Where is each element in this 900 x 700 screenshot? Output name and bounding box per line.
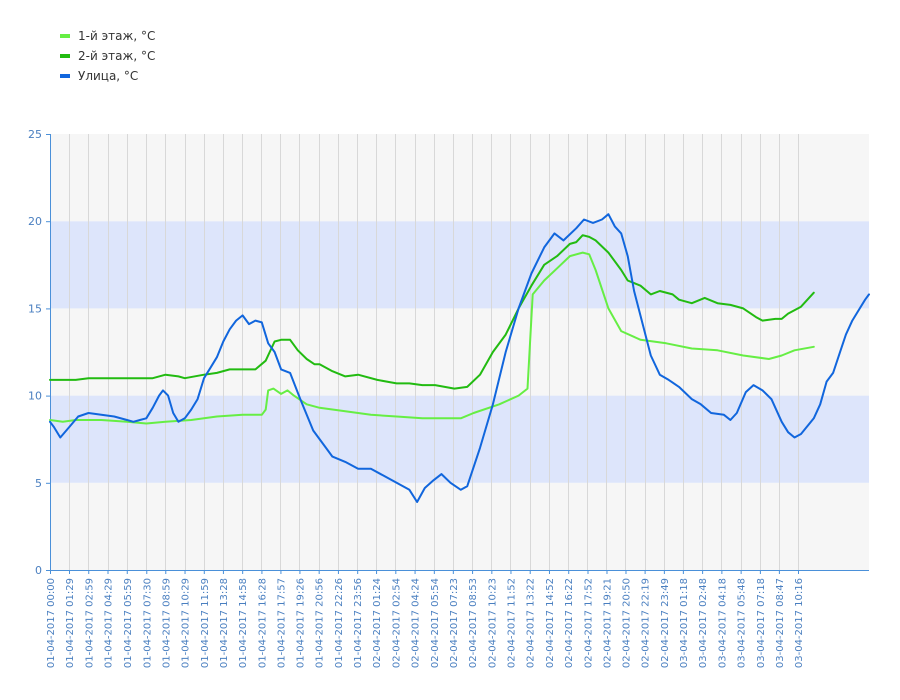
x-tick-label: 03-04-2017 10:16 (794, 578, 805, 668)
x-tick-label: 01-04-2017 23:56 (353, 578, 364, 668)
x-tick-label: 01-04-2017 05:59 (123, 578, 134, 668)
plot-band (50, 308, 869, 396)
plot-bands (50, 134, 869, 570)
vertical-grid (50, 134, 799, 570)
x-tick-label: 03-04-2017 01:18 (679, 578, 690, 668)
y-tick-label: 20 (28, 215, 42, 228)
x-tick-label: 01-04-2017 07:30 (142, 578, 153, 668)
x-tick-labels: 01-04-2017 00:00 01-04-2017 01:29 01-04-20… (46, 570, 805, 668)
x-tick-label: 01-04-2017 02:59 (84, 578, 95, 668)
x-tick-label: 02-04-2017 02:54 (391, 578, 402, 668)
x-tick-label: 02-04-2017 19:21 (602, 578, 613, 668)
x-tick-label: 02-04-2017 13:22 (526, 578, 537, 668)
x-tick-label: 01-04-2017 20:56 (315, 578, 326, 668)
legend-item[interactable]: Улица, °C (60, 66, 155, 86)
x-tick-label: 03-04-2017 07:18 (756, 578, 767, 668)
legend: 1-й этаж, °C 2-й этаж, °C Улица, °C (60, 26, 155, 86)
x-tick-label: 02-04-2017 17:52 (583, 578, 594, 668)
x-tick-label: 02-04-2017 04:24 (411, 578, 422, 668)
x-tick-label: 02-04-2017 08:53 (468, 578, 479, 668)
x-tick-label: 02-04-2017 01:24 (372, 578, 383, 668)
y-tick-label: 15 (28, 302, 42, 315)
plot-band (50, 395, 869, 483)
axes (50, 134, 869, 571)
series-line-2 (49, 234, 815, 390)
x-tick-label: 01-04-2017 10:29 (181, 578, 192, 668)
x-tick-label: 02-04-2017 10:23 (487, 578, 498, 668)
x-tick-label: 01-04-2017 11:59 (200, 578, 211, 668)
legend-item[interactable]: 2-й этаж, °C (60, 46, 155, 66)
x-tick-label: 02-04-2017 22:19 (641, 578, 652, 668)
x-tick-label: 02-04-2017 11:52 (506, 578, 517, 668)
x-tick-label: 01-04-2017 01:29 (65, 578, 76, 668)
series-line-3 (49, 213, 870, 503)
x-tick-label: 02-04-2017 16:22 (564, 578, 575, 668)
x-tick-label: 03-04-2017 08:47 (775, 578, 786, 668)
y-tick-label: 0 (35, 564, 42, 577)
legend-swatch-1 (60, 34, 70, 38)
x-tick-label: 02-04-2017 14:52 (545, 578, 556, 668)
x-tick-label: 01-04-2017 13:28 (219, 578, 230, 668)
plot-band (50, 482, 869, 570)
x-tick-label: 02-04-2017 23:49 (660, 578, 671, 668)
x-tick-label: 01-04-2017 17:57 (276, 578, 287, 668)
x-tick-label: 02-04-2017 20:50 (621, 578, 632, 668)
x-tick-label: 01-04-2017 08:59 (161, 578, 172, 668)
plot-band (50, 134, 869, 222)
x-tick-label: 01-04-2017 16:28 (257, 578, 268, 668)
series-line-1 (49, 251, 815, 425)
x-tick-label: 02-04-2017 07:23 (449, 578, 460, 668)
x-tick-label: 03-04-2017 04:18 (717, 578, 728, 668)
y-tick-label: 5 (35, 477, 42, 490)
y-tick-label: 10 (28, 390, 42, 403)
legend-label-2: 2-й этаж, °C (78, 49, 156, 63)
legend-label-1: 1-й этаж, °C (78, 29, 156, 43)
legend-item[interactable]: 1-й этаж, °C (60, 26, 155, 46)
y-tick-label: 25 (28, 128, 42, 141)
legend-label-3: Улица, °C (78, 69, 139, 83)
x-tick-label: 01-04-2017 19:26 (295, 578, 306, 668)
x-tick-label: 03-04-2017 05:48 (737, 578, 748, 668)
y-tick-labels: 0 5 10 15 20 25 (28, 128, 50, 577)
x-tick-label: 01-04-2017 00:00 (46, 578, 57, 668)
x-tick-label: 02-04-2017 05:54 (430, 578, 441, 668)
plot-band (50, 221, 869, 309)
x-tick-label: 03-04-2017 02:48 (698, 578, 709, 668)
x-tick-label: 01-04-2017 04:29 (104, 578, 115, 668)
series-lines (49, 213, 870, 503)
x-tick-label: 01-04-2017 22:26 (334, 578, 345, 668)
legend-swatch-3 (60, 74, 70, 78)
x-tick-label: 01-04-2017 14:58 (238, 578, 249, 668)
legend-swatch-2 (60, 54, 70, 58)
